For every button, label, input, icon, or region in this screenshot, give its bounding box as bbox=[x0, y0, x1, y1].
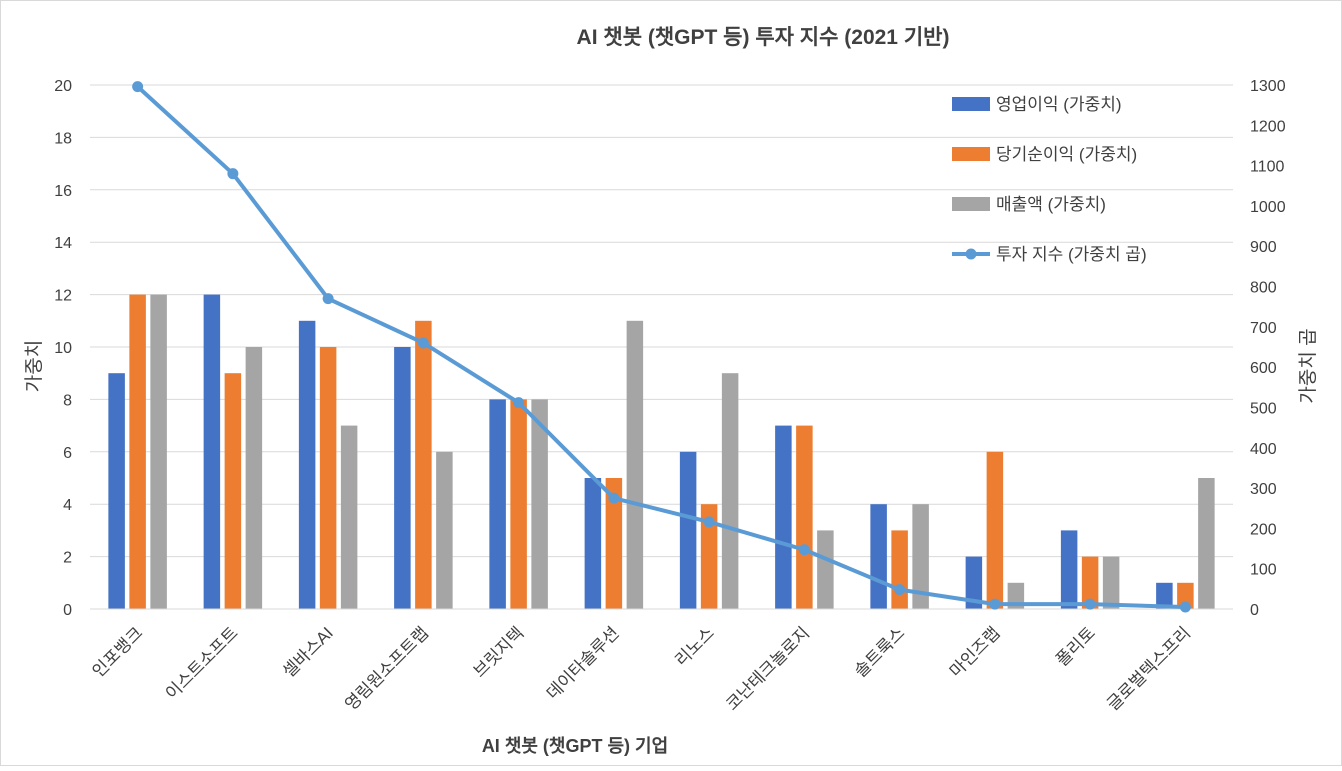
line-point bbox=[703, 516, 715, 528]
y2-tick-label: 1200 bbox=[1250, 118, 1286, 135]
y-axis-title: 가중치 bbox=[23, 340, 45, 392]
series-line bbox=[135, 84, 1188, 609]
y-axis-right-ticks: 0 100 200 300 400 500 600 700 800 900 1000 1100 1200… bbox=[1250, 78, 1286, 619]
line-point bbox=[322, 293, 334, 305]
y2-tick-label: 500 bbox=[1250, 400, 1277, 417]
bar bbox=[1060, 530, 1078, 609]
bar bbox=[203, 294, 221, 609]
y2-tick-label: 700 bbox=[1250, 320, 1277, 337]
bar bbox=[340, 425, 358, 609]
line-point bbox=[227, 168, 239, 180]
y2-tick-label: 1300 bbox=[1250, 78, 1286, 95]
legend-swatch bbox=[952, 147, 990, 161]
bar bbox=[489, 399, 506, 609]
y2-tick-label: 800 bbox=[1250, 280, 1277, 297]
line-point bbox=[417, 337, 429, 349]
y-tick-label: 0 bbox=[63, 602, 72, 619]
bar bbox=[1156, 582, 1173, 609]
y2-tick-label: 600 bbox=[1250, 360, 1277, 377]
line-point bbox=[608, 492, 620, 504]
bar bbox=[531, 399, 548, 609]
line-point bbox=[989, 598, 1001, 610]
legend-label: 영업이익 (가중치) bbox=[996, 95, 1122, 114]
line-point bbox=[132, 81, 144, 93]
bar bbox=[510, 399, 527, 609]
bar bbox=[700, 504, 718, 609]
bar bbox=[415, 320, 432, 609]
bar bbox=[626, 320, 644, 609]
bar bbox=[394, 347, 411, 609]
bar bbox=[150, 294, 167, 609]
y-tick-label: 14 bbox=[54, 235, 72, 252]
bar bbox=[679, 451, 697, 609]
bar bbox=[721, 373, 739, 609]
y2-tick-label: 900 bbox=[1250, 239, 1277, 256]
bar-series bbox=[90, 294, 1233, 610]
y-tick-label: 4 bbox=[63, 497, 72, 514]
y2-axis-title: 가중치 곱 bbox=[1297, 328, 1319, 403]
line-point bbox=[798, 544, 810, 556]
bar bbox=[224, 373, 242, 609]
y-tick-label: 12 bbox=[54, 288, 72, 305]
y-axis-left-ticks: 0 2 4 6 8 10 12 14 16 18 20 bbox=[54, 78, 72, 619]
bar bbox=[912, 504, 929, 609]
y2-tick-label: 1000 bbox=[1250, 199, 1286, 216]
bar bbox=[245, 347, 263, 609]
bar bbox=[891, 530, 908, 609]
line-point bbox=[513, 397, 525, 409]
bar bbox=[108, 373, 125, 609]
y2-tick-label: 100 bbox=[1250, 562, 1277, 579]
legend: 영업이익 (가중치) 당기순이익 (가중치) 매출액 (가중치) 투자 지수 (가중치… bbox=[952, 95, 1147, 264]
legend-swatch bbox=[952, 197, 990, 211]
bar bbox=[298, 320, 316, 609]
line-point bbox=[1084, 598, 1096, 610]
bar bbox=[129, 294, 146, 609]
bar bbox=[1081, 556, 1099, 609]
bar bbox=[605, 478, 623, 609]
line-point bbox=[894, 584, 906, 596]
y2-tick-label: 300 bbox=[1250, 481, 1277, 498]
bar bbox=[796, 425, 813, 609]
bar bbox=[870, 504, 887, 609]
bar bbox=[817, 530, 834, 609]
bar bbox=[436, 451, 453, 609]
y-tick-label: 6 bbox=[63, 445, 72, 462]
y2-tick-label: 0 bbox=[1250, 602, 1259, 619]
chart-title: AI 챗봇 (챗GPT 등) 투자 지수 (2021 기반) bbox=[577, 26, 950, 49]
legend-label: 매출액 (가중치) bbox=[996, 195, 1106, 214]
legend-label: 당기순이익 (가중치) bbox=[996, 145, 1137, 164]
y-tick-label: 16 bbox=[54, 183, 72, 200]
y-tick-label: 20 bbox=[54, 78, 72, 95]
line-series bbox=[132, 81, 1191, 613]
legend-swatch bbox=[952, 97, 990, 111]
bar bbox=[986, 451, 1004, 609]
legend-marker bbox=[965, 248, 977, 260]
x-axis-title: AI 챗봇 (챗GPT 등) 기업 bbox=[482, 736, 668, 756]
y2-tick-label: 200 bbox=[1250, 521, 1277, 538]
bar bbox=[1198, 478, 1215, 609]
bar bbox=[319, 347, 337, 609]
bar bbox=[965, 556, 983, 609]
y2-tick-label: 1100 bbox=[1250, 159, 1285, 176]
y-tick-label: 18 bbox=[54, 130, 72, 147]
bar bbox=[1177, 582, 1194, 609]
bar bbox=[1102, 556, 1120, 609]
bar bbox=[584, 478, 602, 609]
legend-label: 투자 지수 (가중치 곱) bbox=[996, 245, 1147, 264]
bar bbox=[775, 425, 792, 609]
y-tick-label: 8 bbox=[63, 392, 72, 409]
y2-tick-label: 400 bbox=[1250, 441, 1277, 458]
y-tick-label: 10 bbox=[54, 340, 72, 357]
y-tick-label: 2 bbox=[63, 550, 72, 567]
line-point bbox=[1179, 601, 1191, 613]
